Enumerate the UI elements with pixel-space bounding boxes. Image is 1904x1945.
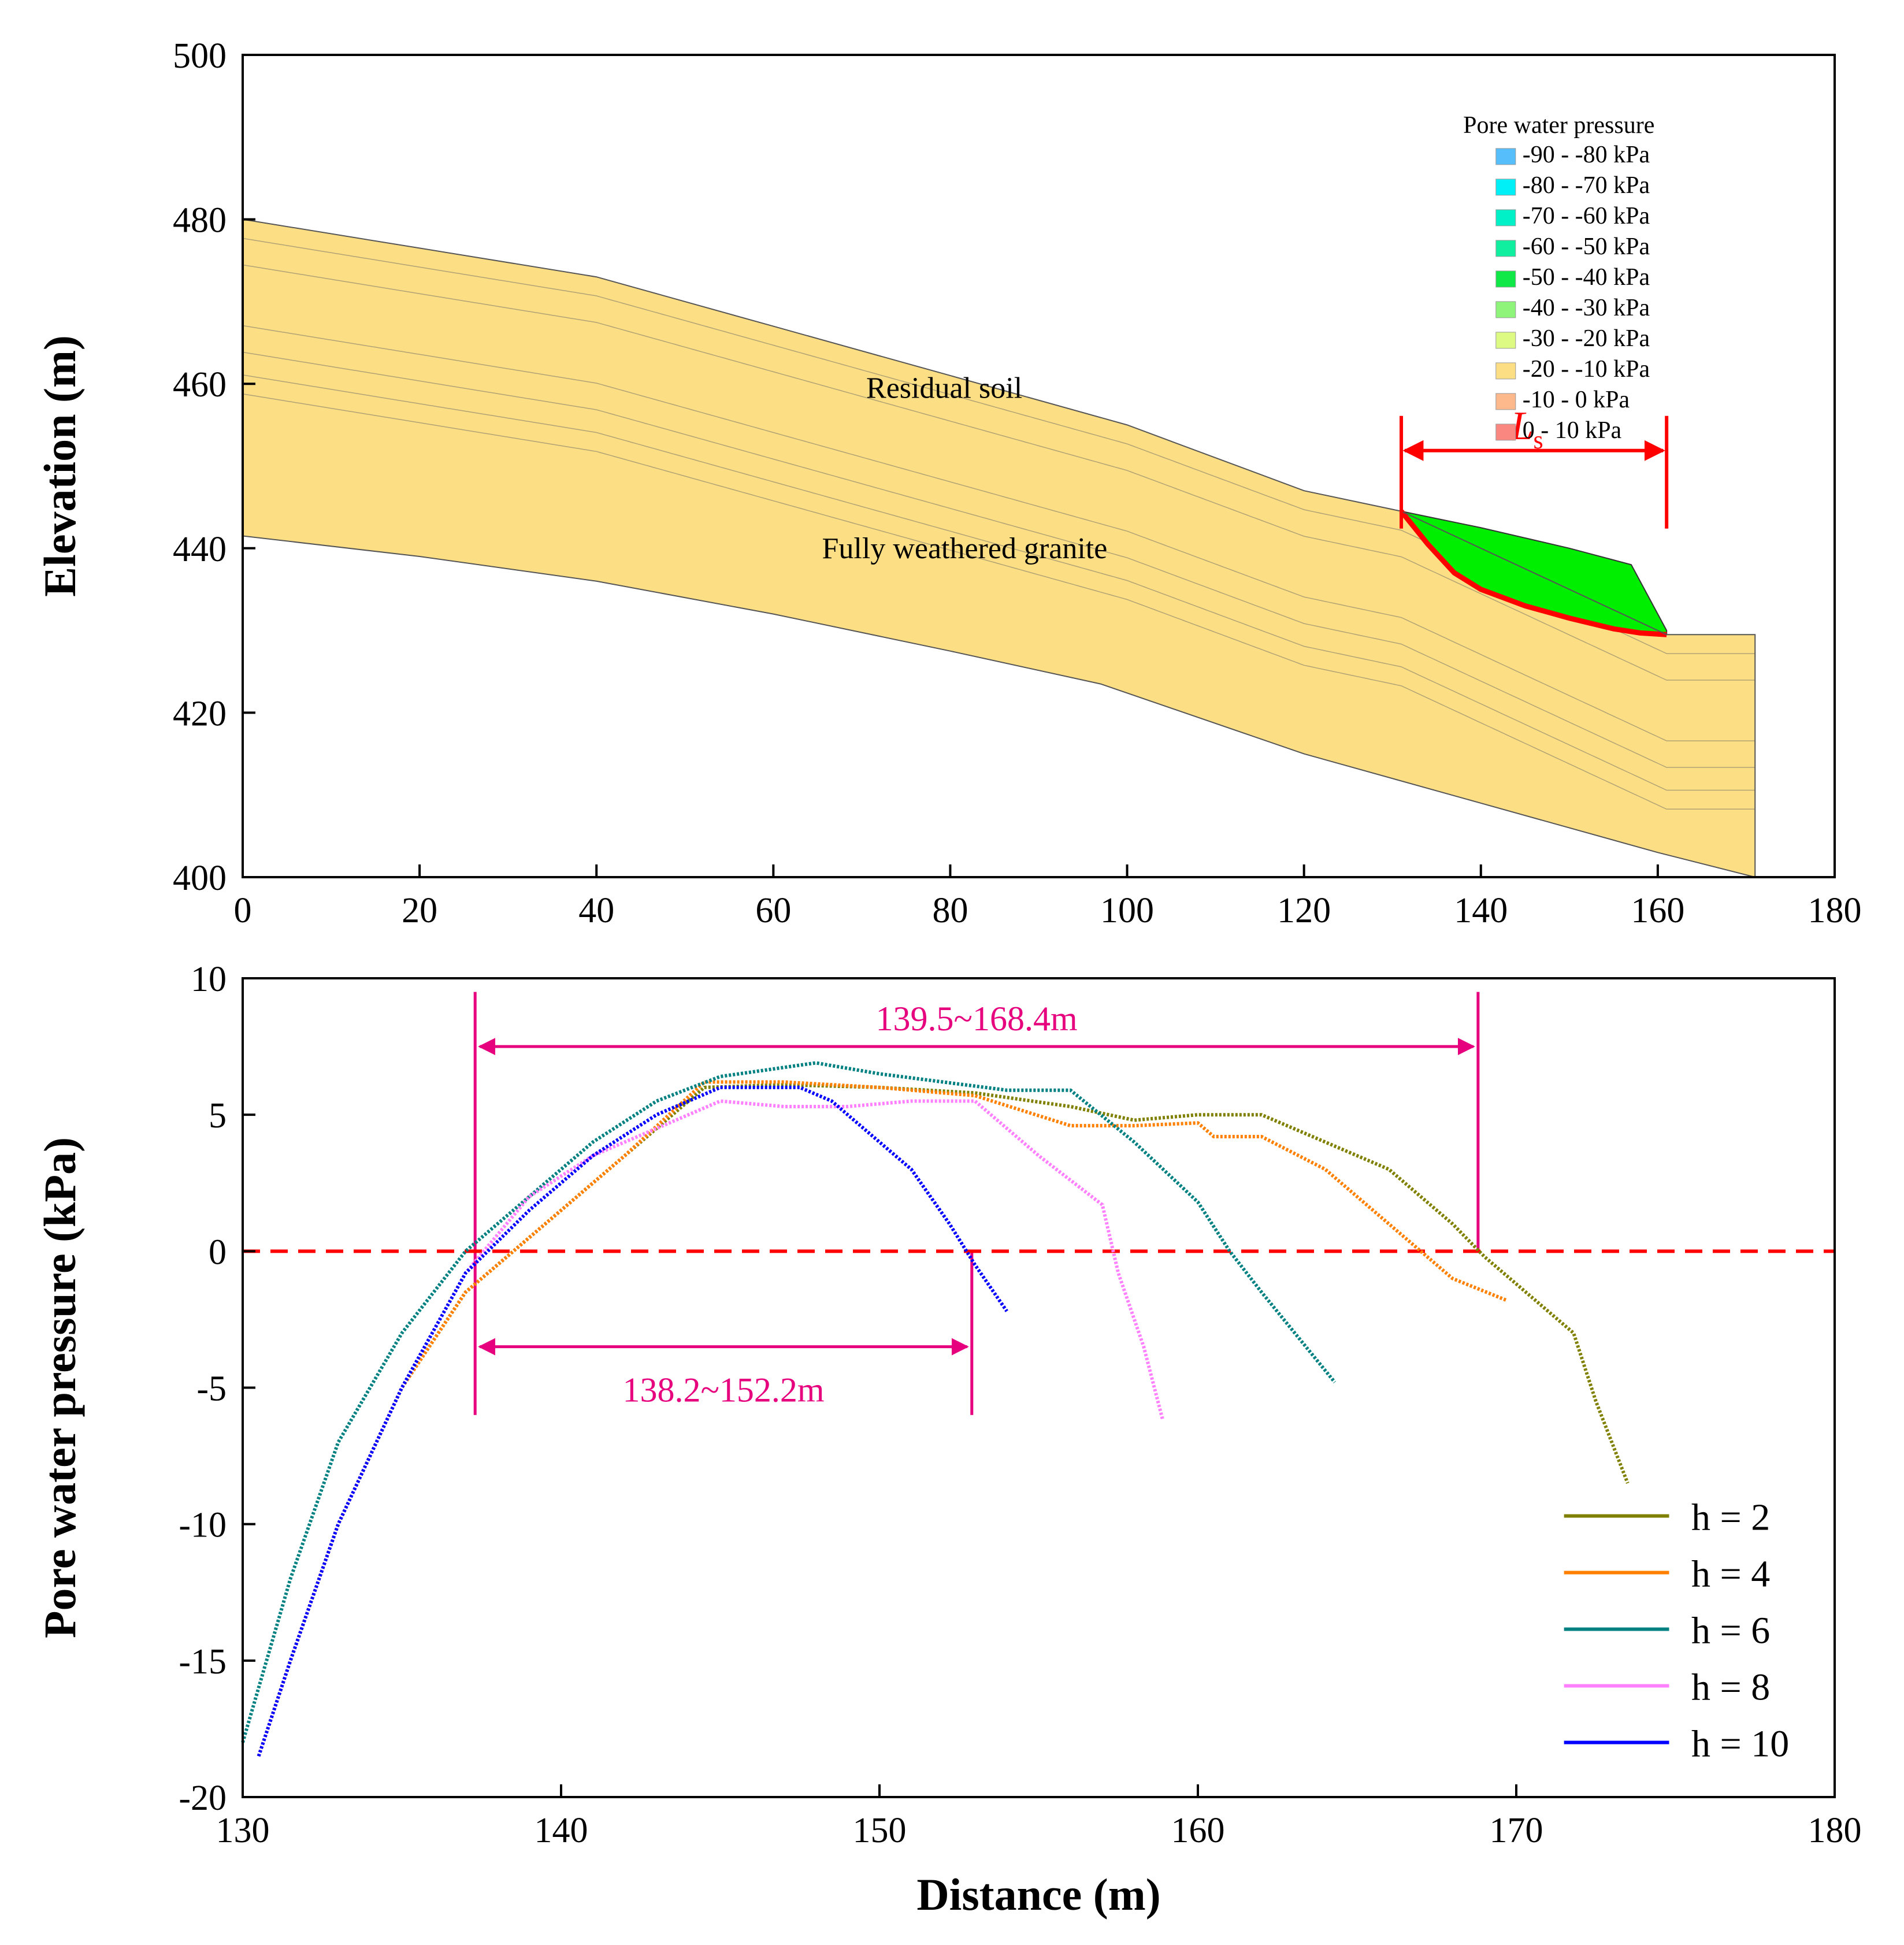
range-label: 138.2~152.2m [622,1371,824,1409]
y-tick-label: 480 [173,201,227,240]
contour-line [242,393,1755,810]
y-tick-label: -5 [196,1369,227,1409]
legend-swatch [1495,301,1516,318]
top-plot-frame [242,54,1836,878]
legend-swatch [1495,240,1516,257]
contour-line [242,374,1755,791]
x-tick-label: 160 [1631,891,1684,930]
y-tick-label: -10 [179,1506,227,1545]
x-tick-label: 180 [1808,891,1862,930]
contour-line [242,351,1755,768]
series-line [257,1099,1165,1757]
y-tick-label: 5 [209,1096,227,1135]
legend-swatch [1495,362,1516,380]
legend-entry-label: -70 - -60 kPa [1523,203,1650,229]
y-tick-label: 440 [173,530,227,569]
contour-line [242,325,1755,741]
legend-entry-label: -30 - -20 kPa [1523,325,1650,352]
y-tick-label: 400 [173,859,227,898]
x-tick-label: 160 [1171,1811,1225,1850]
top-y-axis: 400 420 440 460 480 500 [173,36,255,898]
x-tick-label: 140 [535,1811,588,1850]
contour-layer [243,219,1755,878]
legend-series-label: h = 8 [1691,1666,1770,1708]
x-tick-label: 20 [402,891,437,930]
legend-swatch [1495,332,1516,349]
legend-title: Pore water pressure [1463,112,1654,139]
contour-line [242,264,1755,681]
range-annotations: 139.5~168.4m 138.2~152.2m [473,992,1480,1415]
series-line [257,1085,1008,1757]
y-tick-label: 0 [209,1233,227,1272]
series-lines [241,1061,1630,1757]
series-legend: h = 2 h = 4 h = 6 h = 8 h = 10 [1564,1496,1789,1765]
legend-series-label: h = 4 [1691,1553,1770,1595]
x-tick-label: 80 [932,891,968,930]
legend-entry-label: -40 - -30 kPa [1523,295,1650,321]
legend-series-label: h = 10 [1691,1723,1789,1765]
bottom-y-axis-title: Pore water pressure (kPa) [35,1137,85,1638]
legend-swatch [1495,148,1516,165]
x-tick-label: 120 [1277,891,1331,930]
y-tick-label: 500 [173,36,227,76]
series-line [257,1083,1630,1757]
legend-entry-label: -80 - -70 kPa [1523,172,1650,199]
x-tick-label: 180 [1808,1811,1862,1850]
x-tick-label: 60 [755,891,791,930]
legend-entry-label: 0 - 10 kPa [1523,417,1622,444]
x-tick-label: 170 [1490,1811,1543,1850]
range-label: 139.5~168.4m [875,1000,1077,1038]
legend-series-label: h = 2 [1691,1496,1770,1538]
ls-dimension: Ls [1400,404,1669,529]
legend-series-label: h = 6 [1691,1609,1770,1651]
x-tick-label: 40 [578,891,614,930]
pore-pressure-contour-layers [242,219,1755,878]
bottom-x-axis: 130 140 150 160 170 180 [216,1784,1862,1850]
bottom-x-axis-title: Distance (m) [916,1869,1160,1920]
legend-entry-label: -20 - -10 kPa [1523,356,1650,383]
y-tick-label: 420 [173,694,227,733]
y-tick-label: 460 [173,365,227,404]
legend-swatch [1495,179,1516,196]
y-tick-label: 10 [191,960,227,999]
x-tick-label: 100 [1100,891,1154,930]
legend-swatch [1495,209,1516,227]
top-x-axis: 0 20 40 60 80 100 120 140 160 180 [234,864,1862,930]
x-tick-label: 130 [216,1811,270,1850]
pore-pressure-line-chart: 139.5~168.4m 138.2~152.2m h = 2 h = 4 h = 6… [35,960,1862,1920]
legend-swatch [1495,393,1516,410]
legend-swatch [1495,424,1516,441]
legend-swatch [1495,270,1516,288]
series-line [241,1061,1337,1743]
x-tick-label: 150 [853,1811,907,1850]
y-tick-label: -15 [179,1642,227,1682]
bottom-y-axis: -20 -15 -10 -5 0 5 10 [179,960,255,1818]
residual-soil-label: Residual soil [866,372,1022,404]
legend-entry-label: -50 - -40 kPa [1523,264,1650,291]
slip-surface-line [1399,509,1667,637]
contour-legend: Pore water pressure -90 - -80 kPa -80 - -… [1463,112,1654,444]
legend-entry-label: -90 - -80 kPa [1523,142,1650,168]
bottom-plot-frame [242,977,1836,1798]
top-y-axis-title: Elevation (m) [35,335,85,597]
y-tick-label: -20 [179,1779,227,1818]
x-tick-label: 0 [234,891,252,930]
x-tick-label: 140 [1454,891,1508,930]
legend-entry-label: -10 - 0 kPa [1523,387,1630,413]
series-line [257,1080,1508,1757]
legend-entry-label: -60 - -50 kPa [1523,233,1650,260]
granite-label: Fully weathered granite [822,532,1108,565]
elevation-contour-chart: Ls Residual soil Fully weathered granite… [35,36,1862,930]
